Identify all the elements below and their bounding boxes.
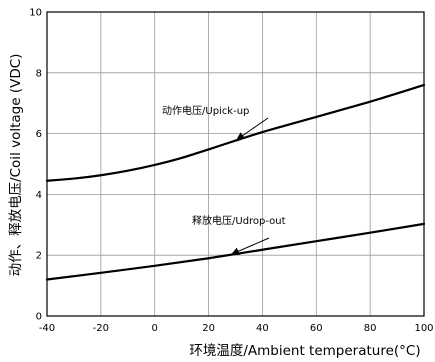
y-tick-label: 0 [36, 312, 42, 323]
grid-lines [47, 12, 424, 316]
x-tick-label: 60 [310, 323, 323, 334]
y-axis-title: 动作、释放电压/Coil voltage (VDC) [8, 54, 24, 277]
series-line-0 [45, 83, 426, 182]
annotation-label: 释放电压/Udrop-out [192, 214, 286, 227]
annotation-arrow [236, 117, 269, 141]
y-tick-label: 10 [29, 8, 42, 19]
y-tick-label: 8 [36, 68, 42, 79]
annotation-arrow [231, 237, 270, 255]
annotations: 动作电压/Upick-up 释放电压/Udrop-out [162, 104, 286, 255]
x-tick-label: 40 [256, 323, 269, 334]
x-tick-label: 100 [414, 323, 433, 334]
y-tick-label: 6 [36, 129, 42, 140]
x-tick-label: 20 [202, 323, 215, 334]
plot-border [46, 11, 425, 317]
y-tick-label: 4 [36, 190, 42, 201]
annotation-label: 动作电压/Upick-up [162, 104, 249, 117]
tick-labels: -40 -20 0 20 40 60 80 100 0 2 4 6 8 10 [29, 8, 433, 335]
y-tick-label: 2 [36, 251, 42, 262]
series-line-1 [45, 222, 426, 281]
x-axis-title: 环境温度/Ambient temperature(°C) [189, 343, 420, 359]
plot-frame [46, 11, 425, 317]
x-tick-label: 0 [152, 323, 158, 334]
x-tick-label: -40 [39, 323, 55, 334]
x-tick-label: 80 [364, 323, 377, 334]
x-tick-label: -20 [93, 323, 109, 334]
